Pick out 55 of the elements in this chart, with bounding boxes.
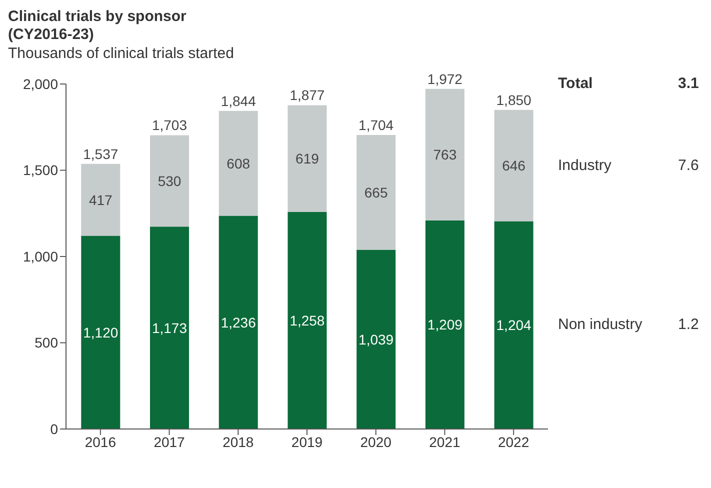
bar bbox=[218, 216, 258, 429]
data-label: 665 bbox=[364, 184, 388, 200]
text: Total bbox=[558, 75, 593, 92]
bar bbox=[425, 88, 464, 220]
data-label: 530 bbox=[158, 172, 182, 189]
chart-title: Clinical trials by sponsor (CY2016-23) bbox=[8, 8, 188, 44]
x-tick-label: 2021 bbox=[429, 434, 460, 450]
bar bbox=[218, 110, 258, 216]
data-label: 608 bbox=[226, 155, 250, 172]
y-tick-label: 1,500 bbox=[22, 162, 58, 178]
text: 7.6 bbox=[678, 156, 699, 174]
bar bbox=[81, 236, 120, 429]
x-tick-label: 2022 bbox=[498, 434, 530, 450]
total-label: 1,972 bbox=[427, 70, 463, 87]
series-label: Non industry bbox=[558, 316, 642, 334]
bar bbox=[150, 226, 190, 429]
total-label: 1,703 bbox=[152, 117, 188, 134]
bar bbox=[356, 250, 396, 429]
y-tick-label: 500 bbox=[34, 334, 58, 351]
y-tick-label: 1,000 bbox=[22, 248, 58, 264]
total-label: 1,850 bbox=[496, 92, 532, 108]
data-label: 1,173 bbox=[152, 320, 188, 336]
text: 1.2 bbox=[678, 316, 699, 334]
data-label: 1,236 bbox=[220, 314, 256, 330]
y-tick-label: 0 bbox=[50, 420, 58, 437]
bar bbox=[150, 135, 190, 227]
total-label: 1,844 bbox=[220, 92, 256, 109]
data-label: 1,039 bbox=[358, 331, 394, 348]
data-label: 1,120 bbox=[83, 324, 118, 340]
data-label: 1,204 bbox=[496, 317, 532, 334]
text: 3.1 bbox=[678, 75, 699, 92]
x-tick-label: 2019 bbox=[291, 434, 323, 450]
data-label: 417 bbox=[88, 192, 113, 208]
total-label: 1,704 bbox=[358, 117, 394, 134]
x-tick-label: 2017 bbox=[154, 434, 186, 450]
total-label: 1,537 bbox=[83, 146, 118, 162]
bar bbox=[81, 164, 120, 236]
bar bbox=[494, 221, 534, 429]
data-label: 619 bbox=[296, 150, 320, 167]
x-tick-label: 2016 bbox=[84, 434, 116, 450]
x-tick-label: 2018 bbox=[222, 434, 254, 450]
series-label: Industry bbox=[558, 156, 612, 174]
y-tick-label: 2,000 bbox=[22, 76, 58, 92]
total-label: 1,877 bbox=[290, 87, 325, 104]
data-label: 763 bbox=[433, 146, 457, 163]
bar bbox=[288, 105, 327, 212]
data-label: 1,209 bbox=[427, 316, 463, 333]
bar bbox=[494, 110, 534, 222]
bar bbox=[356, 135, 396, 250]
x-tick-label: 2020 bbox=[360, 434, 392, 450]
chart-subtitle: Thousands of clinical trials started bbox=[8, 44, 235, 64]
data-label: 1,258 bbox=[290, 312, 325, 328]
bar bbox=[425, 220, 464, 429]
bar bbox=[288, 212, 327, 429]
data-label: 646 bbox=[502, 158, 526, 174]
